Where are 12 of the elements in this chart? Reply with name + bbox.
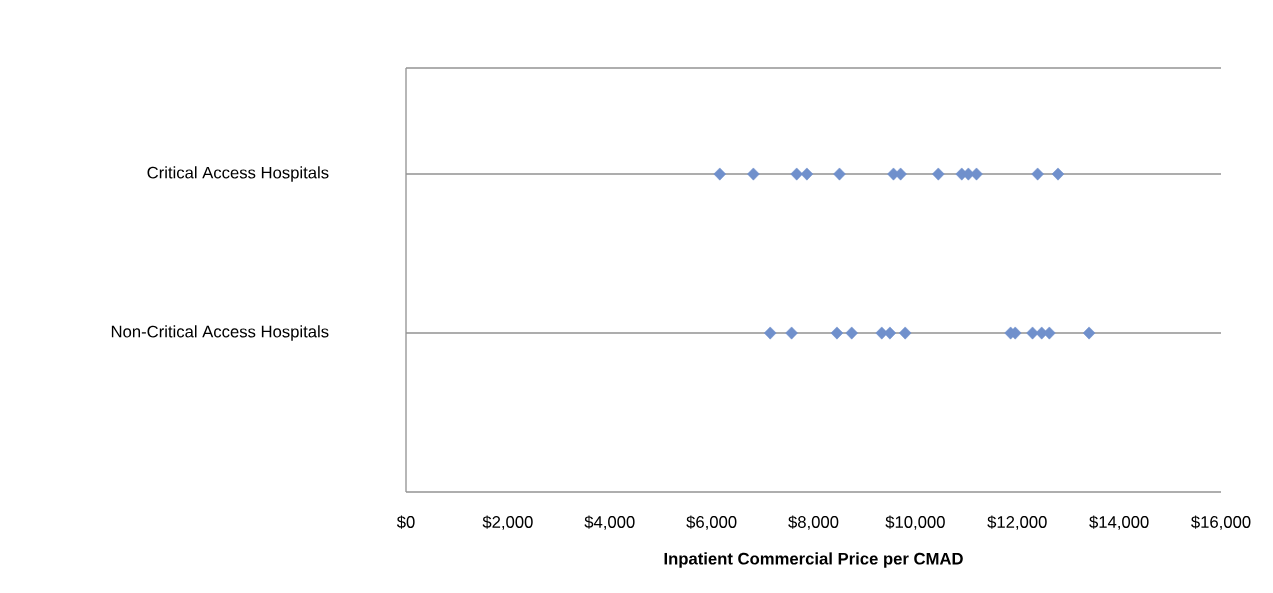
x-tick-label: $12,000 (987, 515, 1047, 530)
x-tick-label: $0 (396, 515, 415, 529)
x-tick-label: $16,000 (1191, 515, 1251, 530)
x-tick-label: $6,000 (686, 515, 737, 530)
x-tick-label: $8,000 (788, 515, 839, 530)
y-tick-label: Non-Critical Access Hospitals (111, 325, 329, 341)
x-tick-label: $10,000 (885, 515, 945, 530)
x-tick-label: $4,000 (584, 515, 635, 530)
x-tick-label: $14,000 (1089, 515, 1149, 530)
y-tick-label: Critical Access Hospitals (147, 166, 329, 182)
x-axis-title: Inpatient Commercial Price per CMAD (664, 552, 963, 568)
x-tick-label: $2,000 (482, 515, 533, 530)
